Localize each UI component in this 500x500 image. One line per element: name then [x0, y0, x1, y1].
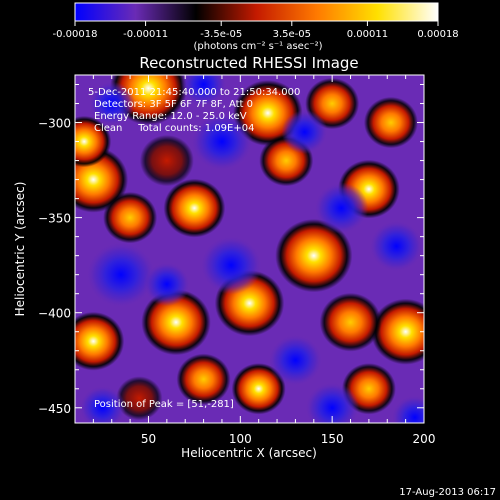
heatmap-blob	[86, 241, 156, 308]
heatmap-blob	[79, 385, 126, 423]
x-axis-label: Heliocentric X (arcsec)	[181, 446, 317, 460]
heatmap-blob	[191, 112, 253, 171]
annotation-clean: Clean Total counts: 1.09E+04	[94, 123, 254, 134]
heatmap-blob	[88, 81, 135, 126]
heatmap-blobs	[75, 75, 424, 423]
y-tick-label: −450	[38, 402, 71, 416]
annotations: 5-Dec-2011 21:45:40.000 to 21:50:34.000 …	[88, 87, 300, 410]
heatmap-blob	[143, 262, 190, 307]
heatmap-blob	[275, 219, 353, 293]
heatmap-blob	[180, 75, 227, 107]
colorbar-tick-label: -0.00018	[53, 29, 98, 40]
axes: 50 100 150 200 −300 −350 −400 −450	[38, 75, 435, 446]
chart-title: Reconstructed RHESSI Image	[139, 54, 358, 72]
colorbar-tick-label: 0.00011	[347, 29, 388, 40]
y-tick-label: −300	[38, 117, 71, 131]
heatmap-blob	[369, 220, 424, 272]
annotation-energy: Energy Range: 12.0 - 25.0 keV	[94, 111, 247, 122]
heatmap-blob	[163, 178, 226, 238]
x-tick-label: 50	[141, 432, 156, 446]
annotation-detectors: Detectors: 3F 5F 6F 7F 8F, Att 0	[94, 99, 253, 110]
colorbar-tick-label: -0.00011	[123, 29, 168, 40]
colorbar-frame	[74, 2, 439, 22]
colorbar-ticks: -0.00018 -0.00011 -3.5e-05 3.5e-05 0.00011 0.…	[53, 21, 459, 40]
heatmap-blob	[176, 353, 231, 405]
heatmap-blob	[319, 292, 382, 352]
y-axis-label: Heliocentric Y (arcsec)	[13, 182, 27, 317]
heatmap-blob	[200, 235, 262, 295]
heatmap-area	[75, 75, 424, 423]
heatmap-blob	[75, 115, 112, 168]
colorbar-strip	[75, 3, 438, 21]
footer-timestamp: 17-Aug-2013 06:17	[399, 487, 496, 498]
heatmap-blob	[141, 289, 211, 356]
heatmap-blob	[139, 134, 194, 187]
heatmap-blob	[116, 376, 163, 421]
heatmap-blob	[370, 298, 424, 365]
x-tick-label: 200	[413, 432, 436, 446]
y-tick-label: −400	[38, 307, 71, 321]
heatmap-blob	[281, 110, 328, 155]
heatmap-blob	[305, 382, 360, 423]
colorbar-tick-label: 0.00018	[417, 29, 458, 40]
heatmap-blob	[103, 191, 158, 244]
y-tick-label: −350	[38, 212, 71, 226]
colorbar-tick-label: 3.5e-05	[273, 29, 311, 40]
heatmap-blob	[268, 334, 323, 386]
annotation-time: 5-Dec-2011 21:45:40.000 to 21:50:34.000	[88, 87, 300, 98]
x-tick-label: 100	[229, 432, 252, 446]
plot-frame	[74, 74, 425, 424]
heatmap-blob	[75, 311, 125, 371]
heatmap-blob	[391, 395, 424, 423]
x-tick-label: 150	[321, 432, 344, 446]
heatmap-blob	[231, 363, 286, 415]
heatmap-blob	[314, 182, 369, 234]
annotation-peak: Position of Peak = [51,-281]	[94, 399, 234, 410]
colorbar-units: (photons cm⁻² s⁻¹ asec⁻²)	[193, 41, 322, 52]
colorbar: -0.00018 -0.00011 -3.5e-05 3.5e-05 0.00011 0.…	[53, 2, 459, 52]
colorbar-tick-label: -3.5e-05	[200, 29, 242, 40]
heatmap-blob	[363, 96, 418, 149]
